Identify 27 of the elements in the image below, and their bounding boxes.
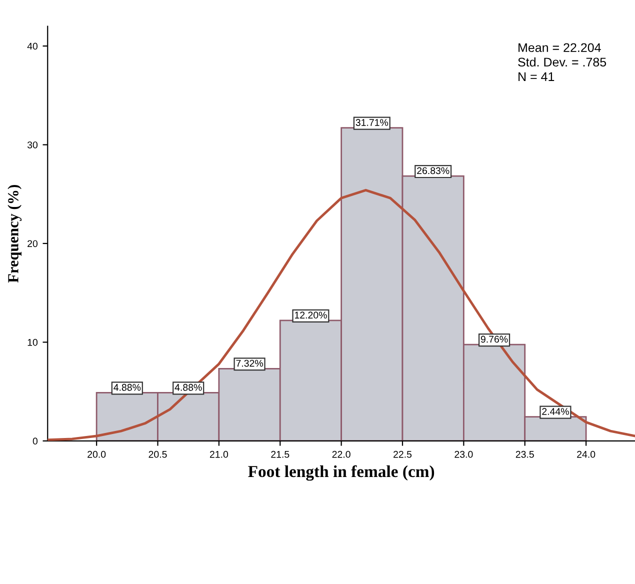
x-tick-label: 22.0 <box>332 450 350 458</box>
annotation: Mean = 22.204 <box>518 43 601 52</box>
x-axis-title: Foot length in female (cm) <box>248 465 434 481</box>
x-tick-label: 23.5 <box>516 450 534 458</box>
data-label: 9.76% <box>480 336 508 343</box>
annotation: Std. Dev. = .785 <box>518 57 606 67</box>
y-tick-label: 40 <box>27 42 38 50</box>
x-tick-label: 23.0 <box>454 450 473 458</box>
data-label: 2.44% <box>542 408 569 415</box>
x-tick-label: 22.5 <box>394 450 412 458</box>
data-label: 7.32% <box>236 360 263 367</box>
y-tick-label: 0 <box>32 438 38 445</box>
data-label: 26.83% <box>417 167 450 174</box>
data-label: 4.88% <box>174 384 202 391</box>
y-tick-label: 10 <box>28 338 38 346</box>
data-label: 12.20% <box>294 312 327 319</box>
data-label: 4.88% <box>114 384 141 391</box>
x-tick-label: 24.0 <box>577 450 596 458</box>
x-tick-label: 21.0 <box>210 450 228 458</box>
data-label: 31.71% <box>356 119 388 126</box>
y-axis-title: Frequency (%) <box>8 184 22 283</box>
y-tick-label: 30 <box>27 141 38 148</box>
x-tick-label: 20.0 <box>88 450 106 458</box>
x-tick-label: 20.5 <box>148 450 167 458</box>
x-tick-label: 21.5 <box>271 450 290 458</box>
y-tick-label: 20 <box>28 240 38 248</box>
annotation: N = 41 <box>518 72 554 81</box>
